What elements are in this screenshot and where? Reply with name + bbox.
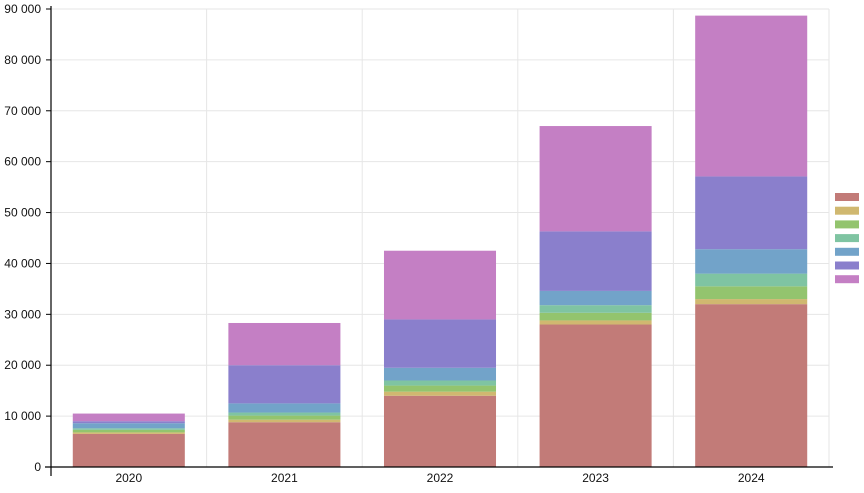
legend-swatch — [835, 220, 859, 229]
bar-segment — [228, 415, 341, 420]
bar-segment — [539, 324, 652, 467]
y-tick-label: 10 000 — [4, 409, 41, 423]
bar-segment — [72, 423, 185, 429]
bar-segment — [695, 299, 808, 305]
bar-segment — [383, 395, 497, 467]
bar-segment — [228, 322, 341, 366]
bar-segment — [695, 273, 808, 287]
legend-swatch — [835, 193, 859, 201]
bar-segment — [383, 391, 497, 396]
bar-segment — [695, 304, 808, 467]
bar-segment — [383, 380, 497, 386]
bar-segment — [695, 249, 808, 274]
bar-segment — [695, 15, 808, 177]
bar-segment — [72, 428, 185, 430]
legend-swatch — [835, 275, 859, 284]
y-tick-label: 30 000 — [4, 307, 41, 321]
x-tick-label: 2023 — [582, 471, 609, 485]
legend-swatch — [835, 234, 859, 243]
bar-segment — [695, 286, 808, 300]
y-tick-labels: 0 10 000 20 000 30 000 40 000 50 000 60 000 70 … — [4, 2, 51, 474]
x-tick-label: 2020 — [115, 471, 142, 485]
y-tick-label: 60 000 — [4, 155, 41, 169]
bars — [72, 15, 808, 467]
bar-segment — [539, 231, 652, 291]
legend-swatch — [835, 206, 859, 215]
y-tick-label: 70 000 — [4, 104, 41, 118]
y-tick-label: 40 000 — [4, 256, 41, 270]
bar-segment — [72, 413, 185, 422]
x-tick-labels: 2020 2021 2022 2023 2024 — [115, 471, 764, 485]
bar-segment — [539, 320, 652, 325]
legend-swatch — [835, 247, 859, 256]
bar-segment — [539, 290, 652, 306]
legend-swatch — [835, 261, 859, 270]
bar-segment — [72, 429, 185, 433]
bar-segment — [228, 412, 341, 416]
bar-segment — [383, 367, 497, 381]
y-tick-label: 80 000 — [4, 53, 41, 67]
bar-segment — [539, 305, 652, 313]
bar-segment — [383, 250, 497, 320]
bar-segment — [539, 312, 652, 321]
bar-segment — [695, 176, 808, 250]
bar-segment — [383, 319, 497, 368]
x-tick-label: 2021 — [271, 471, 298, 485]
bar-segment — [228, 422, 341, 467]
bar-segment — [228, 365, 341, 404]
y-tick-label: 0 — [34, 460, 41, 474]
bar-segment — [228, 419, 341, 423]
bar-segment — [72, 432, 185, 434]
y-tick-label: 20 000 — [4, 358, 41, 372]
y-tick-label: 50 000 — [4, 206, 41, 220]
x-tick-label: 2022 — [427, 471, 454, 485]
x-tick-label: 2024 — [738, 471, 765, 485]
bar-segment — [72, 421, 185, 424]
bar-segment — [228, 403, 341, 413]
axes — [45, 6, 833, 476]
bar-segment — [383, 385, 497, 392]
bar-segment — [539, 126, 652, 232]
bar-segment — [72, 433, 185, 467]
y-tick-label: 90 000 — [4, 2, 41, 16]
legend — [835, 193, 859, 284]
